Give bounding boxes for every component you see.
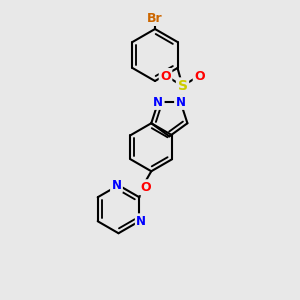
Text: S: S <box>178 79 188 93</box>
Text: N: N <box>136 215 146 228</box>
Text: N: N <box>153 95 163 109</box>
Text: O: O <box>194 70 205 83</box>
Text: Br: Br <box>147 11 163 25</box>
Text: O: O <box>140 181 151 194</box>
Text: O: O <box>160 70 171 83</box>
Text: N: N <box>112 179 122 192</box>
Text: N: N <box>176 95 185 109</box>
